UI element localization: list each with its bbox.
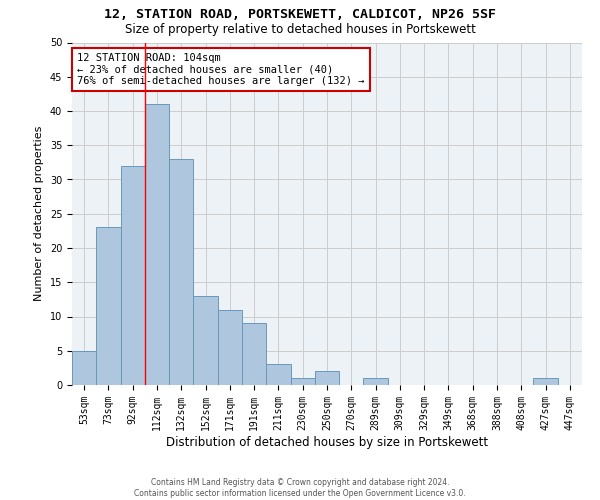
Bar: [72, 351, 96, 385]
Text: 12, STATION ROAD, PORTSKEWETT, CALDICOT, NP26 5SF: 12, STATION ROAD, PORTSKEWETT, CALDICOT,…: [104, 8, 496, 20]
Text: 12 STATION ROAD: 104sqm
← 23% of detached houses are smaller (40)
76% of semi-de: 12 STATION ROAD: 104sqm ← 23% of detache…: [77, 53, 365, 86]
Text: Size of property relative to detached houses in Portskewett: Size of property relative to detached ho…: [125, 22, 475, 36]
Bar: [242, 324, 266, 385]
Bar: [218, 310, 242, 385]
Bar: [315, 372, 339, 385]
Bar: [193, 296, 218, 385]
Bar: [121, 166, 145, 385]
Bar: [290, 378, 315, 385]
Bar: [533, 378, 558, 385]
Bar: [364, 378, 388, 385]
Bar: [266, 364, 290, 385]
X-axis label: Distribution of detached houses by size in Portskewett: Distribution of detached houses by size …: [166, 436, 488, 448]
Bar: [96, 228, 121, 385]
Text: Contains HM Land Registry data © Crown copyright and database right 2024.
Contai: Contains HM Land Registry data © Crown c…: [134, 478, 466, 498]
Bar: [169, 159, 193, 385]
Bar: [145, 104, 169, 385]
Y-axis label: Number of detached properties: Number of detached properties: [34, 126, 44, 302]
